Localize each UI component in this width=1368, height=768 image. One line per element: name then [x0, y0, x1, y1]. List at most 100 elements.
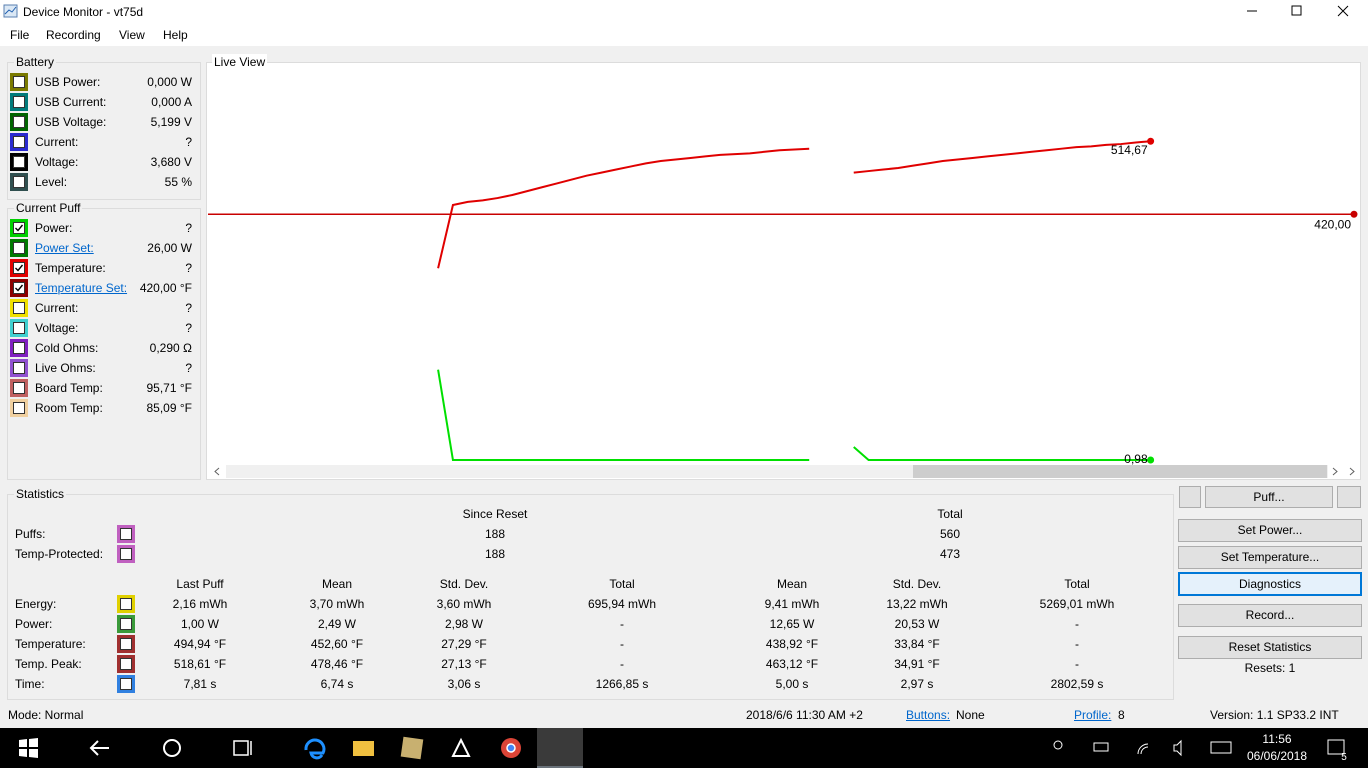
- checkbox[interactable]: [117, 615, 135, 633]
- icon-button[interactable]: [1179, 486, 1201, 508]
- link-label[interactable]: Temperature Set:: [35, 281, 128, 295]
- checkbox[interactable]: [117, 595, 135, 613]
- field-value: ?: [185, 301, 192, 315]
- back-button[interactable]: [89, 740, 109, 756]
- stat-value: 3,06 s: [447, 677, 481, 691]
- checkbox-inner: [13, 362, 25, 374]
- button[interactable]: Set Power...: [1178, 519, 1362, 542]
- field-value: ?: [185, 321, 192, 335]
- checkbox[interactable]: [10, 113, 28, 131]
- button[interactable]: Set Temperature...: [1178, 546, 1362, 569]
- menu-item[interactable]: Recording: [46, 28, 101, 42]
- checkbox[interactable]: [10, 219, 28, 237]
- checkbox-inner: [13, 262, 25, 274]
- stat-value: 1,00 W: [180, 617, 219, 631]
- explorer-icon[interactable]: [353, 741, 374, 756]
- checkbox[interactable]: [10, 133, 28, 151]
- checkbox[interactable]: [10, 359, 28, 377]
- stat-value: 2802,59 s: [1050, 677, 1104, 691]
- checkbox[interactable]: [10, 73, 28, 91]
- checkbox-inner: [13, 176, 25, 188]
- app-icon-2[interactable]: [451, 737, 471, 757]
- status-link[interactable]: Buttons:: [906, 708, 951, 722]
- clock-time: 11:56: [1262, 732, 1292, 746]
- people-icon[interactable]: [1053, 740, 1063, 750]
- battery-icon[interactable]: [1093, 742, 1109, 752]
- checkbox[interactable]: [117, 525, 135, 543]
- status-value: 8: [1118, 708, 1125, 722]
- icon-button[interactable]: [1337, 486, 1361, 508]
- checkbox-inner: [120, 548, 132, 560]
- notification-icon[interactable]: [1327, 739, 1345, 755]
- checkbox[interactable]: [117, 635, 135, 653]
- link-label[interactable]: Power Set:: [35, 241, 94, 255]
- field-value: 55 %: [164, 175, 192, 189]
- stat-value: 188: [484, 527, 506, 541]
- stat-value: 438,92 °F: [765, 637, 819, 651]
- close-button[interactable]: [1337, 5, 1349, 17]
- button[interactable]: Record...: [1178, 604, 1362, 627]
- checkbox-inner: [13, 76, 25, 88]
- checkbox[interactable]: [10, 153, 28, 171]
- checkbox[interactable]: [10, 399, 28, 417]
- button[interactable]: Reset Statistics: [1178, 636, 1362, 659]
- checkbox[interactable]: [10, 379, 28, 397]
- reference-label: 420,00: [1314, 217, 1351, 231]
- field-label: Board Temp:: [35, 381, 103, 395]
- checkbox[interactable]: [10, 339, 28, 357]
- check-path: [15, 264, 24, 272]
- keyboard-icon[interactable]: [1210, 741, 1232, 754]
- checkbox[interactable]: [10, 299, 28, 317]
- end-dot: [1147, 137, 1155, 145]
- menu-item[interactable]: View: [119, 28, 145, 42]
- stat-value: 463,12 °F: [765, 657, 819, 671]
- edge-icon[interactable]: [304, 738, 326, 760]
- end-dot: [1147, 456, 1155, 464]
- stat-value: -: [1075, 637, 1079, 651]
- start-button[interactable]: [19, 738, 38, 758]
- checkbox[interactable]: [117, 545, 135, 563]
- stat-value: -: [1075, 617, 1079, 631]
- checkbox[interactable]: [10, 319, 28, 337]
- status-value: None: [956, 708, 985, 722]
- checkbox[interactable]: [117, 655, 135, 673]
- series-line: [437, 140, 1151, 269]
- task-view-button[interactable]: [233, 740, 252, 756]
- maximize-button[interactable]: [1291, 5, 1302, 16]
- check-path: [15, 284, 24, 292]
- stat-value: 5269,01 mWh: [1039, 597, 1115, 611]
- wifi-icon[interactable]: [1137, 743, 1149, 755]
- stat-value: 5,00 s: [775, 677, 809, 691]
- field-label: Level:: [35, 175, 68, 189]
- row-label: Puffs:: [15, 527, 46, 541]
- stat-value: 2,16 mWh: [172, 597, 228, 611]
- status-mode: Mode: Normal: [8, 708, 84, 722]
- checkbox[interactable]: [10, 173, 28, 191]
- checkbox[interactable]: [117, 675, 135, 693]
- checkbox-inner: [120, 528, 132, 540]
- plot-area: 420,00 514,67 0,98: [208, 137, 1358, 478]
- checkbox-inner: [120, 618, 132, 630]
- volume-icon[interactable]: [1173, 739, 1182, 757]
- checkbox[interactable]: [10, 239, 28, 257]
- field-value: 26,00 W: [147, 241, 192, 255]
- button[interactable]: Puff...: [1205, 486, 1333, 508]
- status-link[interactable]: Profile:: [1074, 708, 1112, 722]
- checkbox[interactable]: [10, 93, 28, 111]
- stat-value: 34,91 °F: [894, 657, 940, 671]
- scroll-thumb[interactable]: [913, 465, 1327, 478]
- statistics-group: [7, 494, 1174, 700]
- window-title: Device Monitor - vt75d: [23, 5, 144, 19]
- search-button[interactable]: [163, 739, 181, 757]
- scroll-right-arrow[interactable]: [1332, 467, 1338, 476]
- button[interactable]: Diagnostics: [1178, 572, 1362, 596]
- checkbox[interactable]: [10, 259, 28, 277]
- menu-item[interactable]: Help: [163, 28, 188, 42]
- menu-item[interactable]: File: [10, 28, 30, 42]
- app-icon-1[interactable]: [400, 736, 424, 760]
- live-chart: 420,00 514,67 0,98: [208, 137, 1358, 478]
- group-title: Statistics: [14, 486, 67, 502]
- active-app-button[interactable]: [537, 728, 583, 768]
- checkbox[interactable]: [10, 279, 28, 297]
- scroll-left-arrow[interactable]: [214, 467, 220, 476]
